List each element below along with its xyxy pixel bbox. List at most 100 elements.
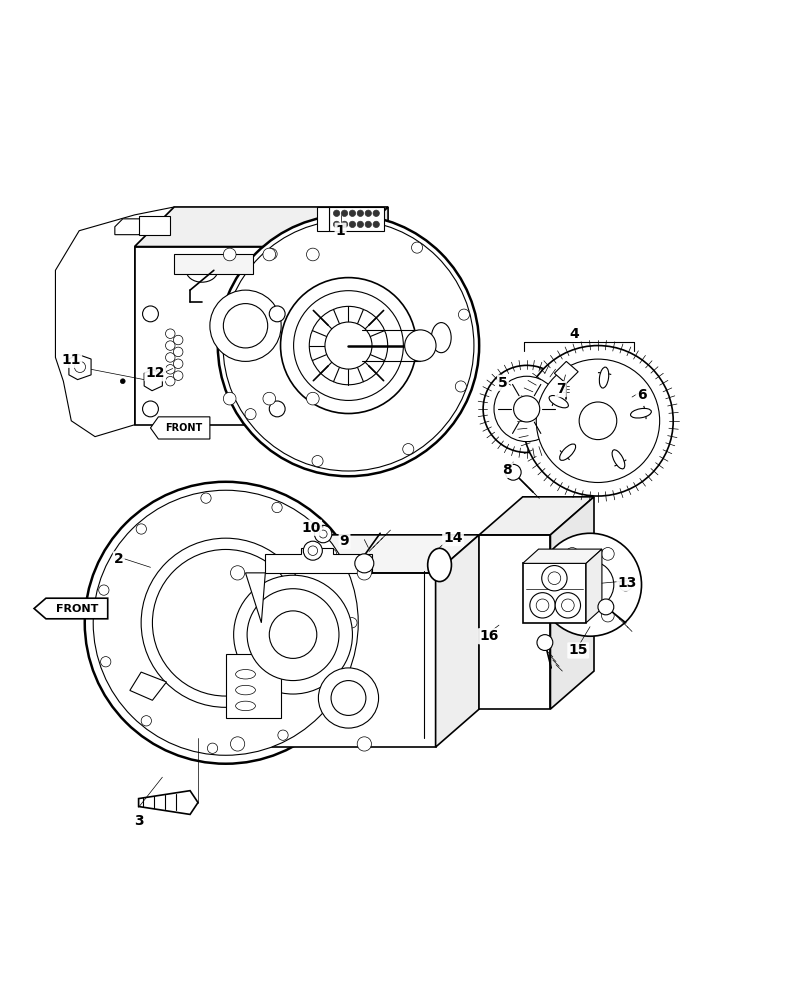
Circle shape [93, 490, 358, 755]
Circle shape [234, 575, 352, 694]
Ellipse shape [432, 323, 451, 353]
Circle shape [333, 210, 340, 216]
Circle shape [333, 221, 344, 232]
Circle shape [266, 248, 277, 260]
Circle shape [208, 743, 218, 753]
Circle shape [218, 215, 479, 476]
Circle shape [579, 402, 617, 440]
Circle shape [173, 359, 183, 369]
Text: 9: 9 [340, 534, 349, 548]
Circle shape [349, 210, 356, 216]
Circle shape [373, 210, 379, 216]
Circle shape [307, 248, 319, 261]
Circle shape [329, 681, 340, 691]
Ellipse shape [428, 548, 451, 582]
Circle shape [173, 347, 183, 357]
Polygon shape [115, 219, 147, 235]
Circle shape [341, 221, 348, 228]
Text: 16: 16 [479, 629, 498, 643]
Circle shape [365, 221, 371, 228]
Polygon shape [55, 207, 174, 437]
Polygon shape [436, 535, 479, 747]
Text: 13: 13 [618, 576, 637, 590]
Circle shape [223, 392, 236, 405]
Circle shape [269, 306, 285, 322]
Circle shape [349, 221, 356, 228]
Circle shape [166, 329, 175, 338]
Ellipse shape [630, 408, 651, 418]
Circle shape [494, 376, 559, 442]
Circle shape [247, 589, 339, 681]
Circle shape [523, 346, 673, 496]
Circle shape [120, 379, 125, 384]
Circle shape [223, 220, 474, 471]
Polygon shape [554, 361, 578, 384]
Polygon shape [135, 207, 388, 247]
Circle shape [223, 248, 236, 261]
Circle shape [152, 549, 299, 696]
Circle shape [136, 524, 147, 534]
Ellipse shape [236, 701, 256, 711]
Circle shape [539, 533, 642, 636]
Text: 14: 14 [444, 531, 463, 545]
Circle shape [201, 493, 211, 503]
Circle shape [143, 401, 158, 417]
Circle shape [602, 548, 615, 560]
Circle shape [166, 365, 175, 374]
Circle shape [272, 502, 282, 513]
Circle shape [263, 248, 276, 261]
Polygon shape [317, 207, 329, 231]
Circle shape [307, 392, 319, 405]
Circle shape [357, 221, 364, 228]
Circle shape [341, 210, 348, 216]
Circle shape [269, 611, 317, 658]
Polygon shape [174, 254, 253, 274]
Circle shape [331, 681, 366, 715]
Circle shape [296, 293, 401, 398]
Circle shape [566, 609, 579, 622]
Ellipse shape [186, 258, 218, 282]
Text: 7: 7 [556, 382, 565, 396]
Text: 3: 3 [134, 814, 143, 828]
Text: 1: 1 [336, 224, 345, 238]
Ellipse shape [335, 345, 349, 370]
Text: FRONT: FRONT [165, 423, 203, 433]
Polygon shape [150, 417, 210, 439]
Circle shape [99, 585, 109, 595]
Circle shape [548, 578, 561, 591]
Text: 11: 11 [62, 353, 81, 367]
Circle shape [325, 322, 372, 369]
Circle shape [566, 561, 614, 609]
Ellipse shape [600, 367, 609, 388]
Circle shape [101, 657, 111, 667]
Circle shape [141, 538, 310, 707]
Ellipse shape [560, 444, 576, 460]
Polygon shape [226, 535, 479, 573]
Circle shape [280, 278, 417, 414]
Ellipse shape [236, 669, 256, 679]
Circle shape [166, 353, 175, 362]
Circle shape [173, 371, 183, 380]
Polygon shape [226, 654, 281, 718]
Circle shape [357, 566, 371, 580]
Polygon shape [69, 354, 91, 380]
Polygon shape [586, 549, 602, 623]
Ellipse shape [549, 396, 569, 408]
Circle shape [555, 593, 581, 618]
Circle shape [619, 578, 632, 591]
Circle shape [357, 210, 364, 216]
Polygon shape [479, 497, 594, 535]
Circle shape [318, 668, 379, 728]
Circle shape [278, 730, 288, 740]
Text: 15: 15 [569, 643, 588, 657]
Polygon shape [550, 497, 594, 709]
Ellipse shape [319, 530, 327, 538]
Circle shape [402, 444, 413, 455]
Circle shape [245, 409, 256, 420]
Circle shape [542, 566, 567, 591]
Text: 12: 12 [146, 366, 165, 380]
Circle shape [566, 548, 579, 560]
Circle shape [562, 599, 574, 612]
Circle shape [74, 361, 86, 372]
Polygon shape [135, 247, 348, 425]
